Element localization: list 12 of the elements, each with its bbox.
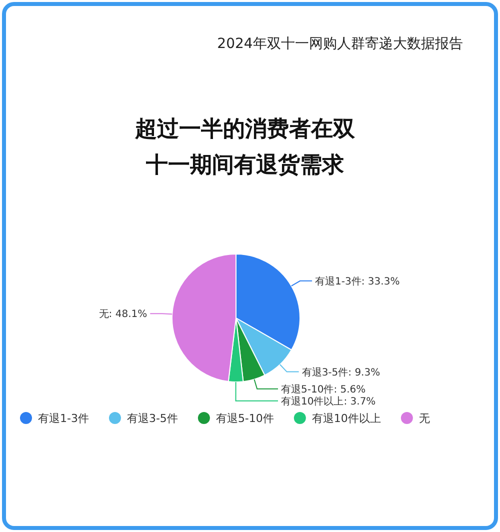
legend-label: 有退5-10件	[216, 412, 274, 425]
data-label: 有退5-10件: 5.6%	[281, 383, 366, 396]
data-label: 有退1-3件: 33.3%	[315, 275, 400, 288]
data-label: 无: 48.1%	[98, 309, 148, 320]
data-label: 有退10件以上: 3.7%	[281, 395, 376, 408]
data-label: 有退3-5件: 9.3%	[302, 366, 380, 378]
legend-label: 有退1-3件	[38, 412, 89, 425]
chart-subtitle: 2024年双十一网购人群寄递大数据报告	[217, 36, 463, 52]
legend-label: 无	[418, 412, 430, 425]
legend-label: 有退3-5件	[126, 412, 178, 425]
legend-label: 有退10件以上	[312, 412, 381, 425]
chart-title: 超过一半的消费者在双十一期间有退货需求	[134, 117, 356, 178]
